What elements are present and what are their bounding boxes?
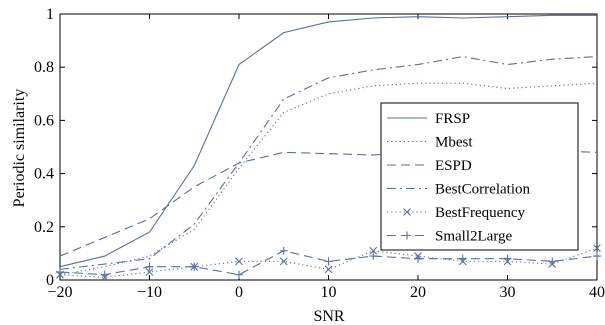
legend-label: Small2Large xyxy=(435,229,513,245)
plus-marker xyxy=(458,254,467,263)
x-tick-label: 0 xyxy=(235,284,243,301)
plus-marker xyxy=(503,254,512,263)
plus-marker xyxy=(548,257,557,266)
x-marker xyxy=(369,246,378,255)
x-marker xyxy=(279,257,288,266)
x-tick-label: −10 xyxy=(137,284,162,301)
plus-marker xyxy=(403,231,411,240)
x-marker xyxy=(403,208,411,216)
plus-marker xyxy=(369,252,378,261)
plus-marker xyxy=(100,270,109,279)
y-axis-label: Periodic similarity xyxy=(11,89,28,208)
x-marker xyxy=(324,265,333,274)
legend-label: ESPD xyxy=(435,158,472,174)
x-tick-label: 40 xyxy=(589,284,605,301)
y-tick-label: 0.8 xyxy=(34,59,54,76)
y-tick-label: 0.6 xyxy=(34,112,54,129)
legend-label: BestCorrelation xyxy=(435,182,530,198)
x-axis-label: SNR xyxy=(313,308,344,325)
plus-marker xyxy=(414,254,422,263)
legend: FRSP Mbest ESPD BestCorrelation BestFrequenc… xyxy=(380,102,579,251)
y-tick-label: 0.2 xyxy=(34,219,54,236)
series-small2large xyxy=(56,246,601,279)
plus-marker xyxy=(190,262,199,271)
plus-marker xyxy=(279,246,288,255)
series-bestcorrelation xyxy=(59,56,598,270)
plus-marker xyxy=(324,257,333,266)
legend-label: BestFrequency xyxy=(435,205,525,221)
plus-marker xyxy=(145,262,154,271)
legend-label: Mbest xyxy=(435,135,473,151)
series-frsp xyxy=(59,14,597,268)
x-tick-label: 10 xyxy=(321,284,337,301)
x-marker xyxy=(145,268,154,276)
series-line-bestcorrelation xyxy=(59,56,598,270)
y-tick-label: 1 xyxy=(46,6,54,23)
x-tick-label: 20 xyxy=(410,284,426,301)
x-tick-label: −20 xyxy=(47,284,72,301)
plus-marker xyxy=(593,252,601,261)
legend-label: FRSP xyxy=(435,111,470,127)
y-tick-label: 0.4 xyxy=(34,166,54,183)
plot-area: −20 −10 0 10 20 30 40 0 0.2 0.4 0.6 0.8 1 FRSP Mbest ES… xyxy=(34,6,605,301)
series-line-frsp xyxy=(59,14,597,268)
x-marker xyxy=(593,244,601,252)
plus-marker xyxy=(235,270,243,279)
x-marker xyxy=(235,257,243,266)
legend-box xyxy=(380,102,579,251)
y-tick-label: 0 xyxy=(46,272,54,289)
x-tick-label: 30 xyxy=(500,284,516,301)
plus-marker xyxy=(56,268,64,277)
